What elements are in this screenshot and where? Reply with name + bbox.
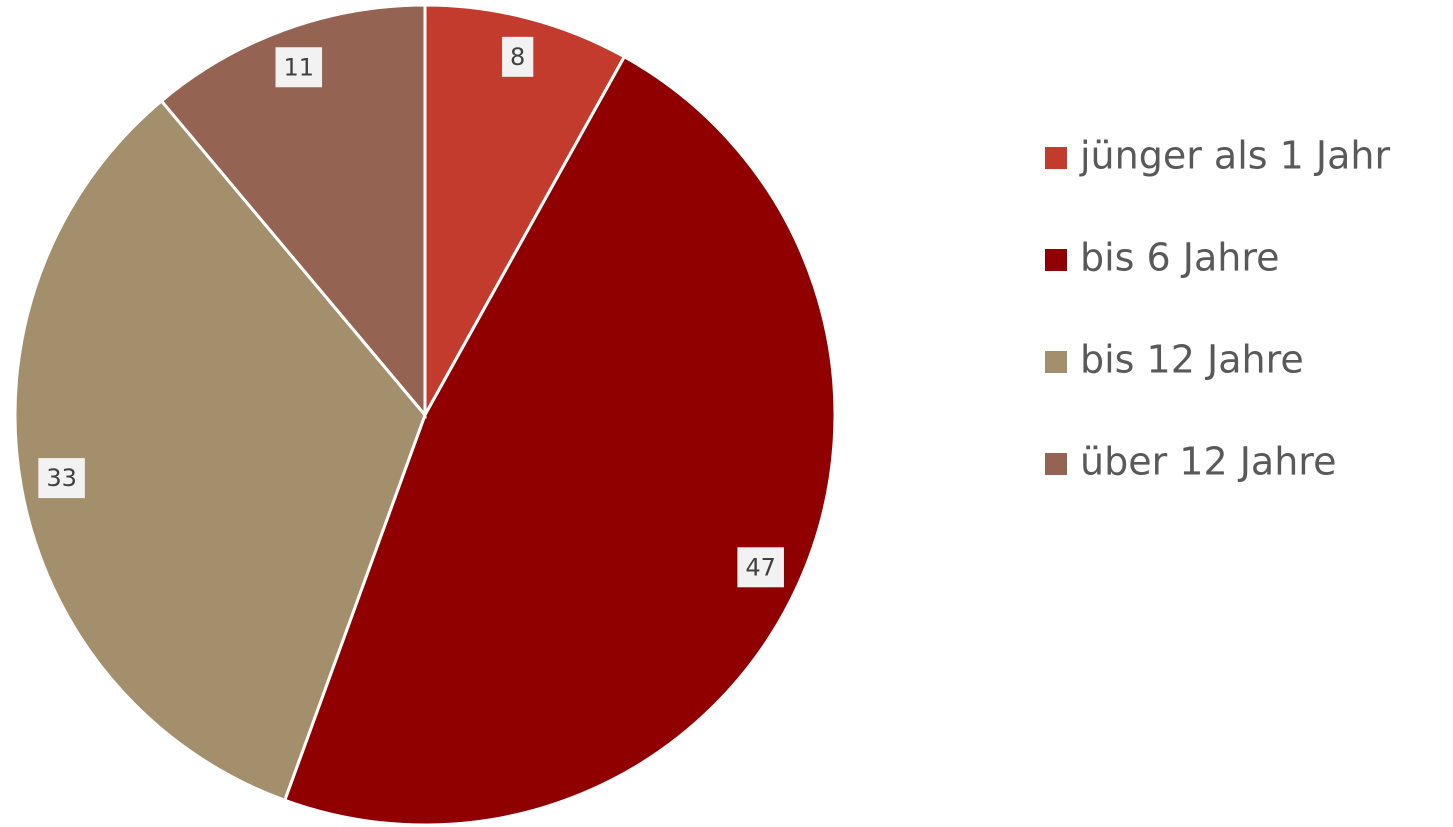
data-label: 8: [510, 43, 525, 71]
legend-swatch: [1045, 351, 1067, 373]
data-label-box: [502, 36, 534, 77]
data-label: 47: [745, 553, 776, 581]
legend-swatch: [1045, 249, 1067, 271]
data-label-box: [275, 47, 323, 88]
data-label: 33: [46, 464, 77, 492]
pie-slice: [423, 3, 627, 421]
data-label-box: [737, 547, 784, 588]
legend-label: bis 6 Jahre: [1080, 236, 1280, 280]
legend-swatch: [1045, 453, 1067, 475]
data-label: 11: [284, 53, 315, 81]
legend-label: jünger als 1 Jahr: [1079, 134, 1390, 178]
legend-label: bis 12 Jahre: [1080, 338, 1304, 382]
legend-swatch: [1045, 147, 1067, 169]
pie-slice: [13, 98, 427, 803]
data-label-box: [38, 458, 85, 499]
pie-slice: [159, 3, 427, 420]
pie-slice: [282, 54, 837, 827]
legend-label: über 12 Jahre: [1080, 440, 1336, 484]
